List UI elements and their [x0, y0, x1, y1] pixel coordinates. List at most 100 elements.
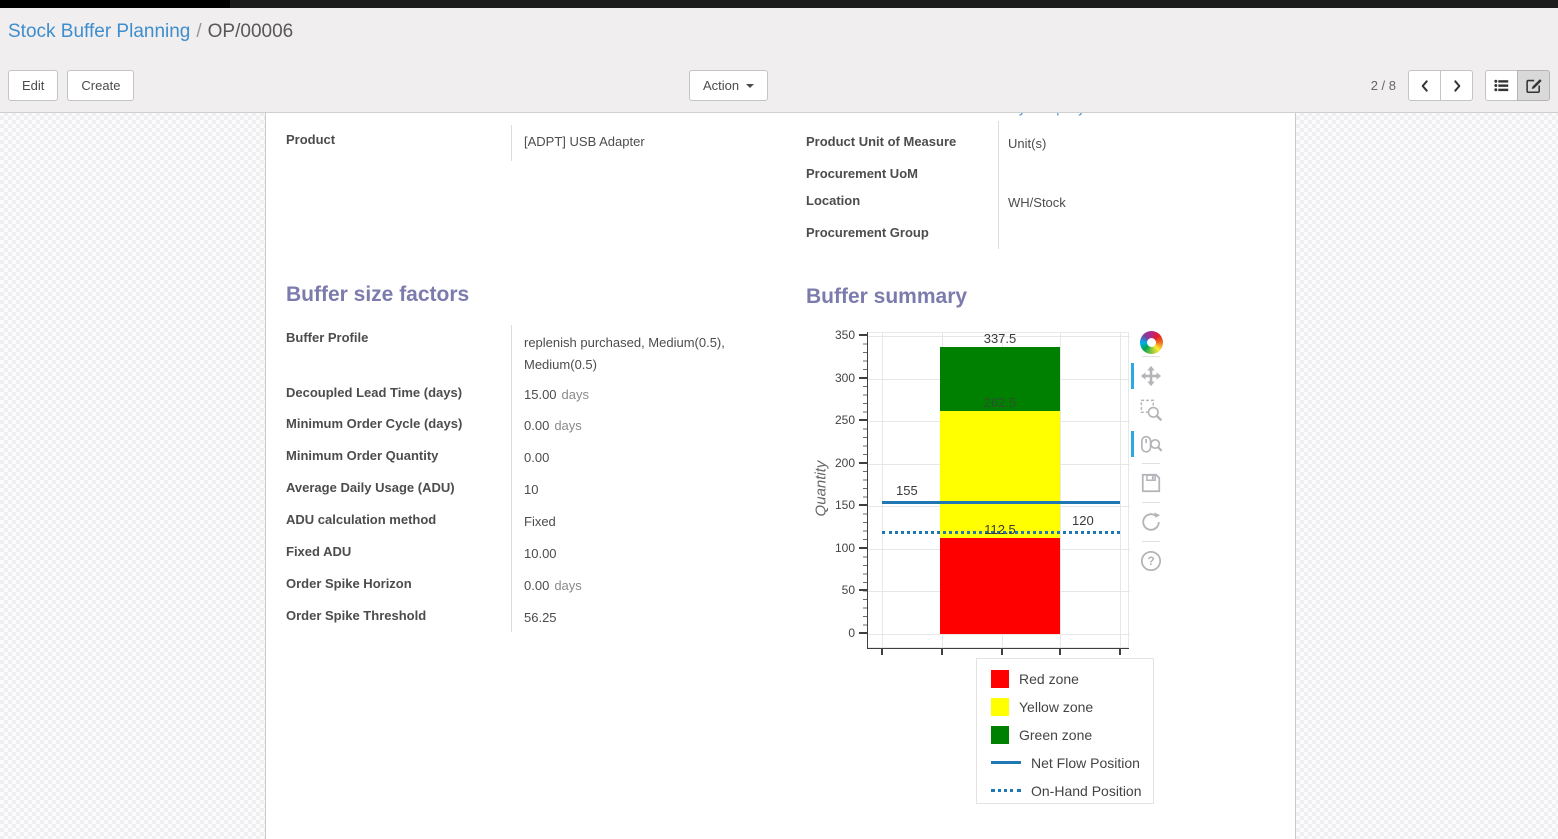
legend-item-net-flow: Net Flow Position — [991, 753, 1153, 772]
product-value-link[interactable]: [ADPT] USB Adapter — [524, 134, 645, 149]
column-separator — [998, 121, 999, 249]
on-hand-annotation: 120 — [1072, 513, 1094, 528]
x-tick — [1119, 649, 1121, 655]
unit-days: days — [561, 387, 590, 402]
toolbar-separator — [1142, 502, 1160, 503]
gridline — [868, 634, 1130, 635]
y-axis — [867, 332, 868, 648]
form-view-button[interactable] — [1517, 70, 1550, 101]
y-tick — [859, 334, 867, 336]
legend-item-yellow-zone: Yellow zone — [991, 697, 1153, 716]
help-tool-button[interactable]: ? — [1138, 548, 1164, 574]
pan-tool-button[interactable] — [1131, 363, 1164, 389]
top-menu-bar — [0, 0, 1558, 8]
y-tick-label: 200 — [834, 456, 855, 470]
green-zone-bar — [940, 347, 1060, 411]
toolbar-separator — [1142, 541, 1160, 542]
yellow-top-annotation: 262.5 — [983, 395, 1017, 410]
unit-days: days — [554, 418, 582, 433]
y-tick-label: 300 — [834, 371, 855, 385]
adu-value: 10 — [524, 482, 539, 497]
wheel-zoom-tool-button[interactable] — [1131, 431, 1164, 457]
legend-item-on-hand: On-Hand Position — [991, 781, 1153, 800]
buffer-summary-title: Buffer summary — [806, 285, 968, 308]
action-dropdown-button[interactable]: Action — [689, 70, 769, 101]
location-value-link[interactable]: WH/Stock — [1008, 195, 1066, 210]
edit-button[interactable]: Edit — [8, 70, 59, 101]
bokeh-logo-icon[interactable] — [1139, 331, 1163, 354]
breadcrumb-parent-link[interactable]: Stock Buffer Planning — [8, 21, 191, 42]
yellow-zone-bar — [940, 411, 1060, 538]
svg-text:?: ? — [1147, 554, 1154, 568]
min-order-cycle-label: Minimum Order Cycle (days) — [286, 416, 463, 431]
legend-item-green-zone: Green zone — [991, 725, 1153, 744]
chart-plot-area[interactable]: 337.5 262.5 112.5 155 120 — [867, 331, 1130, 649]
save-tool-button[interactable] — [1138, 470, 1164, 496]
wheel-zoom-icon — [1141, 435, 1162, 453]
x-tick — [941, 649, 943, 655]
box-zoom-tool-button[interactable] — [1138, 397, 1164, 423]
red-top-annotation: 112.5 — [984, 522, 1016, 537]
adu-label: Average Daily Usage (ADU) — [286, 480, 455, 495]
y-tick-label: 350 — [834, 328, 855, 342]
order-spike-threshold-value: 56.25 — [524, 610, 557, 625]
buffer-profile-label: Buffer Profile — [286, 330, 369, 345]
order-spike-threshold-label: Order Spike Threshold — [286, 608, 427, 623]
reset-icon — [1142, 512, 1161, 531]
solid-line-swatch — [991, 761, 1021, 764]
red-zone-bar — [940, 538, 1060, 634]
order-spike-horizon-label: Order Spike Horizon — [286, 576, 412, 591]
breadcrumb-separator: / — [196, 21, 202, 42]
gridline — [882, 333, 883, 649]
decoupled-lead-time-value: 15.00 days — [524, 387, 590, 402]
y-tick — [859, 462, 867, 464]
legend-item-red-zone: Red zone — [991, 669, 1153, 688]
box-zoom-icon — [1140, 399, 1162, 421]
y-tick-label: 250 — [834, 413, 855, 427]
uom-value: Unit(s) — [1008, 136, 1047, 151]
pager-counter: 2 / 8 — [1370, 78, 1396, 93]
x-axis — [867, 648, 1129, 649]
green-swatch — [991, 725, 1009, 744]
net-flow-position-line — [882, 501, 1120, 504]
list-icon — [1494, 79, 1509, 92]
pan-icon — [1140, 365, 1162, 387]
control-panel: Stock Buffer Planning / OP/00006 Edit Crea… — [0, 8, 1558, 113]
yellow-swatch — [991, 697, 1009, 716]
y-tick-label: 150 — [834, 498, 855, 512]
order-spike-horizon-value: 0.00 days — [524, 578, 582, 593]
pager-buttons — [1408, 70, 1473, 101]
net-flow-annotation: 155 — [896, 483, 918, 498]
pager-previous-button[interactable] — [1408, 70, 1441, 101]
form-sheet: My Company Product [ADPT] USB Adapter Pr… — [265, 113, 1296, 839]
decoupled-lead-time-label: Decoupled Lead Time (days) — [286, 385, 463, 400]
chevron-right-icon — [1453, 79, 1460, 92]
partial-company-field: My Company — [1008, 113, 1208, 120]
x-tick — [881, 649, 883, 655]
y-tick-label: 100 — [834, 541, 855, 555]
adu-method-label: ADU calculation method — [286, 512, 437, 527]
buffer-profile-value-link[interactable]: replenish purchased, Medium(0.5), Medium… — [524, 335, 725, 372]
y-tick — [859, 632, 867, 634]
gridline — [868, 336, 1130, 337]
list-view-button[interactable] — [1485, 70, 1518, 101]
adu-method-value-link[interactable]: Fixed — [524, 514, 556, 529]
create-button[interactable]: Create — [67, 70, 135, 101]
caret-down-icon — [746, 83, 755, 88]
fixed-adu-label: Fixed ADU — [286, 544, 352, 559]
chart-toolbar: ? — [1131, 331, 1165, 578]
green-top-annotation: 337.5 — [983, 331, 1017, 346]
buffer-size-factors-title: Buffer size factors — [286, 283, 470, 306]
chart-legend: Red zone Yellow zone Green zone Net Flow… — [976, 658, 1154, 804]
breadcrumb-current: OP/00006 — [207, 21, 294, 42]
company-link[interactable]: My Company — [1008, 113, 1085, 116]
view-switcher — [1485, 70, 1550, 101]
y-tick — [859, 589, 867, 591]
on-hand-position-line — [882, 531, 1120, 534]
top-menu-bar-left-segment — [0, 0, 230, 8]
fixed-adu-value: 10.00 — [524, 546, 557, 561]
breadcrumb: Stock Buffer Planning / OP/00006 — [8, 21, 293, 43]
pager-next-button[interactable] — [1440, 70, 1473, 101]
reset-tool-button[interactable] — [1138, 509, 1164, 535]
gridline — [1060, 333, 1061, 649]
